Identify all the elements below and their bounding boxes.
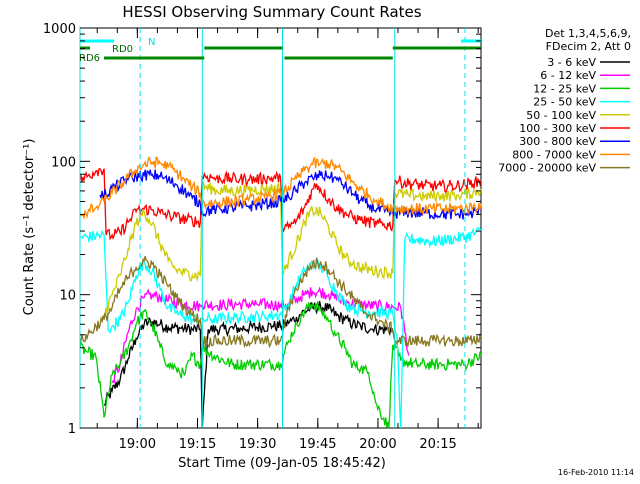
legend-label-6: 100 - 300 keV <box>519 122 596 135</box>
legend-label-4: 25 - 50 keV <box>533 96 596 109</box>
series-line-4 <box>79 226 482 429</box>
series-line-9 <box>79 255 482 349</box>
series-line-3 <box>79 300 482 429</box>
y-tick-label-1: 1 <box>68 422 76 437</box>
x-axis-label: Start Time (09-Jan-05 18:45:42) <box>178 456 386 471</box>
y-tick-label-2: 10 <box>59 289 76 304</box>
series-line-7 <box>99 169 482 220</box>
axes-layer: 1 10 100 1000 19:00 19:15 19:30 19:45 20:00 20:15 <box>43 22 481 452</box>
y-tick-label-3: 100 <box>51 155 76 170</box>
rd0-label: RD0 <box>112 44 133 55</box>
series-line-5 <box>103 181 482 316</box>
legend-label-3: 12 - 25 keV <box>533 82 596 95</box>
chart-title: HESSI Observing Summary Count Rates <box>122 3 421 21</box>
footer-timestamp: 16-Feb-2010 11:14 <box>558 468 634 477</box>
series-line-8 <box>79 156 482 221</box>
legend-label-2: 6 - 12 keV <box>540 69 596 82</box>
y-tick-label-4: 1000 <box>43 22 76 37</box>
rd6-label: RD6 <box>79 53 100 64</box>
legend-label-1: 3 - 6 keV <box>547 56 596 69</box>
x-tick-label-2: 19:15 <box>179 437 216 452</box>
x-tick-label-5: 20:00 <box>359 437 396 452</box>
x-tick-label-1: 19:00 <box>119 437 156 452</box>
legend-label-5: 50 - 100 keV <box>526 109 596 122</box>
x-tick-label-4: 19:45 <box>299 437 336 452</box>
legend-label-8: 800 - 7000 keV <box>512 148 596 161</box>
y-axis-label: Count Rate (s⁻¹ detector⁻¹) <box>22 139 37 316</box>
x-tick-label-3: 19:30 <box>239 437 276 452</box>
annotation-layer: N RD0 RD6 <box>79 28 481 428</box>
x-tick-label-6: 20:15 <box>419 437 456 452</box>
legend-label-9: 7000 - 20000 keV <box>498 162 596 175</box>
legend-label-7: 300 - 800 keV <box>519 135 596 148</box>
series-line-1 <box>103 300 394 429</box>
series-layer <box>79 156 482 429</box>
legend: Det 1,3,4,5,6,9, FDecim 2, Att 0 3 - 6 k… <box>498 27 631 175</box>
n-label: N <box>148 37 155 48</box>
series-line-6 <box>79 167 482 241</box>
legend-header-line-2: FDecim 2, Att 0 <box>546 40 631 53</box>
legend-header-line-1: Det 1,3,4,5,6,9, <box>545 27 631 40</box>
